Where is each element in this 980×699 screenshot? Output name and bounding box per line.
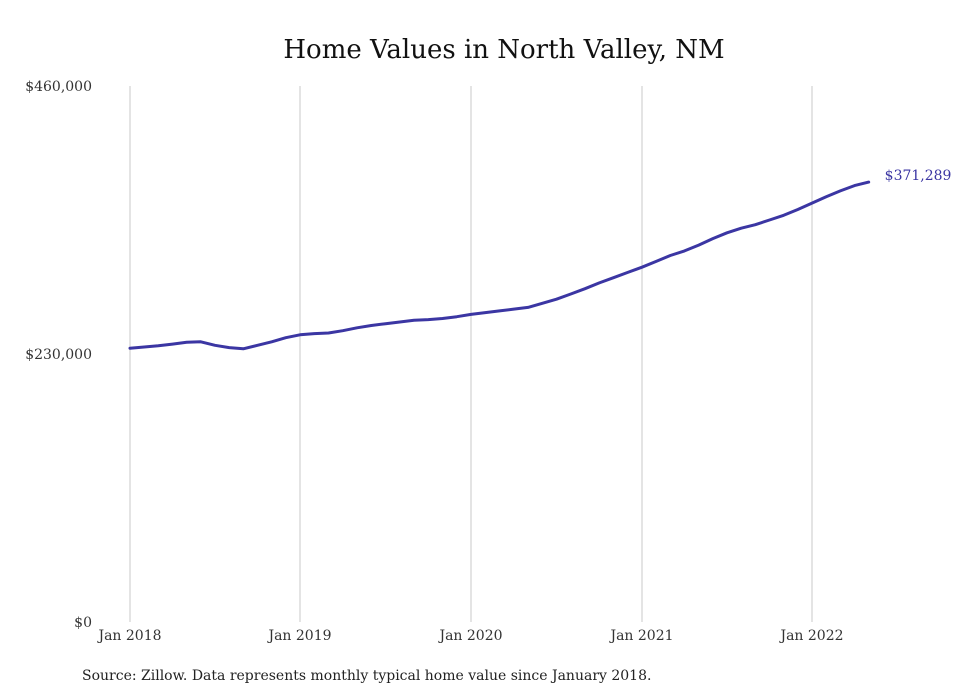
x-tick-label: Jan 2020 xyxy=(437,628,502,644)
x-tick-label: Jan 2019 xyxy=(266,628,331,644)
series-line xyxy=(128,180,871,351)
source-note: Source: Zillow. Data represents monthly … xyxy=(82,668,652,684)
y-tick-label: $0 xyxy=(74,615,92,631)
y-tick-label: $230,000 xyxy=(25,347,92,363)
chart-title: Home Values in North Valley, NM xyxy=(283,35,724,65)
x-axis-ticks: Jan 2018 Jan 2019 Jan 2020 Jan 2021 Jan 2022 xyxy=(96,628,843,644)
x-tick-label: Jan 2022 xyxy=(778,628,843,644)
end-value-label: $371,289 xyxy=(885,168,952,184)
grid-lines xyxy=(129,86,813,622)
series-layer xyxy=(128,180,871,351)
x-tick-label: Jan 2018 xyxy=(96,628,161,644)
x-tick-label: Jan 2021 xyxy=(608,628,673,644)
y-axis-ticks: $0 $230,000 $460,000 xyxy=(25,79,92,631)
y-tick-label: $460,000 xyxy=(25,79,92,95)
